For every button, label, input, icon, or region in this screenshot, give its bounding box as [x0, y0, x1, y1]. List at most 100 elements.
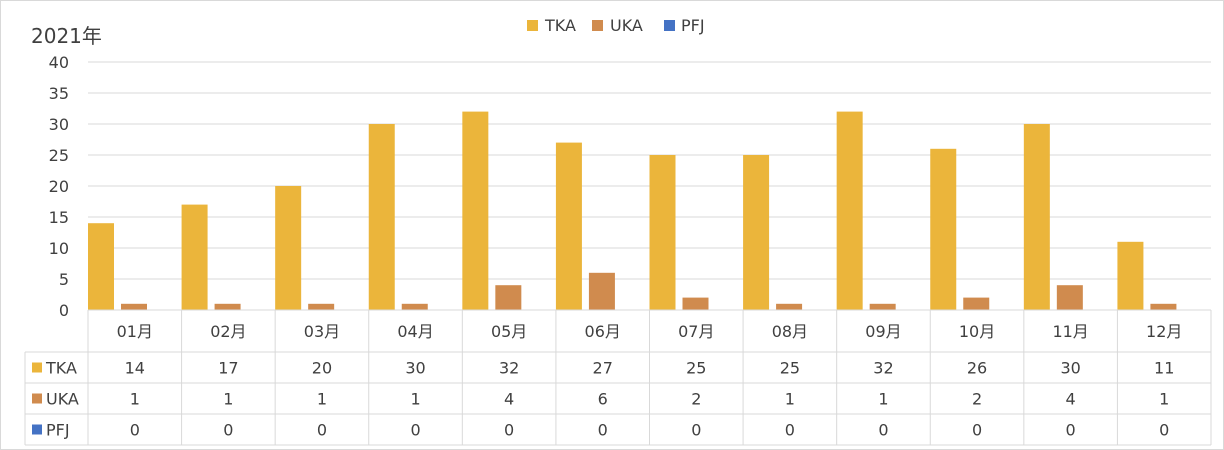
bar-tka-05月 — [462, 111, 489, 310]
table-cell-tka: 17 — [218, 359, 238, 378]
bar-tka-12月 — [1117, 241, 1144, 310]
data-table: 01月 02月 03月 04月 05月 06月 07月 08月 09月 10月 11月 12月 TKA 1… — [24, 309, 1212, 446]
table-cell-tka: 27 — [593, 359, 613, 378]
table-cell-uka: 2 — [691, 390, 701, 409]
table-cell-pfj: 0 — [1066, 421, 1076, 440]
table-cell-uka: 4 — [504, 390, 514, 409]
legend: TKA UKA PFJ — [527, 16, 705, 35]
table-cell-pfj: 0 — [1159, 421, 1169, 440]
x-tick-label: 01月 — [117, 322, 153, 341]
bar-uka-08月 — [776, 303, 803, 310]
table-series-label: UKA — [46, 390, 79, 409]
table-cell-uka: 6 — [598, 390, 608, 409]
y-tick-label: 20 — [49, 177, 69, 196]
legend-swatch-pfj — [664, 20, 675, 31]
legend-label-uka: UKA — [610, 16, 643, 35]
table-cell-tka: 32 — [499, 359, 519, 378]
table-cell-pfj: 0 — [972, 421, 982, 440]
table-cell-tka: 26 — [967, 359, 987, 378]
table-legend-key-uka — [32, 393, 42, 404]
legend-label-pfj: PFJ — [681, 16, 705, 35]
y-tick-label: 5 — [59, 270, 69, 289]
legend-label-tka: TKA — [544, 16, 576, 35]
y-tick-label: 30 — [49, 115, 69, 134]
bar-tka-01月 — [88, 223, 114, 310]
table-cell-tka: 30 — [405, 359, 425, 378]
bar-tka-04月 — [368, 124, 395, 310]
table-cell-uka: 1 — [1159, 390, 1169, 409]
table-series-label: PFJ — [46, 421, 70, 440]
x-tick-label: 02月 — [210, 322, 246, 341]
table-cell-pfj: 0 — [223, 421, 233, 440]
y-tick-label: 0 — [59, 301, 69, 320]
table-cell-pfj: 0 — [691, 421, 701, 440]
table-cell-pfj: 0 — [504, 421, 514, 440]
x-tick-label: 09月 — [865, 322, 901, 341]
table-legend-key-pfj — [32, 424, 42, 435]
bar-uka-07月 — [682, 297, 709, 310]
table-legend-key-tka — [32, 362, 42, 373]
bar-uka-04月 — [401, 303, 428, 310]
bar-uka-02月 — [214, 303, 241, 310]
bar-uka-11月 — [1056, 285, 1083, 310]
bar-uka-03月 — [308, 303, 335, 310]
legend-swatch-tka — [527, 20, 538, 31]
table-cell-uka: 1 — [410, 390, 420, 409]
x-tick-label: 04月 — [397, 322, 433, 341]
y-tick-label: 25 — [49, 146, 69, 165]
x-tick-label: 05月 — [491, 322, 527, 341]
chart-title: 2021年 — [31, 24, 102, 48]
x-tick-label: 12月 — [1146, 322, 1182, 341]
table-cell-uka: 1 — [130, 390, 140, 409]
bar-tka-07月 — [649, 155, 676, 310]
table-series-label: TKA — [45, 359, 77, 378]
bar-uka-05月 — [495, 285, 522, 310]
bar-uka-12月 — [1150, 303, 1177, 310]
bar-tka-11月 — [1023, 124, 1050, 310]
bar-uka-06月 — [588, 272, 615, 310]
table-cell-pfj: 0 — [410, 421, 420, 440]
bar-tka-06月 — [555, 142, 582, 310]
bar-uka-10月 — [963, 297, 990, 310]
bar-uka-01月 — [121, 303, 147, 310]
x-tick-label: 11月 — [1052, 322, 1088, 341]
bar-tka-03月 — [275, 186, 302, 310]
table-cell-uka: 1 — [223, 390, 233, 409]
x-tick-label: 07月 — [678, 322, 714, 341]
table-cell-tka: 14 — [125, 359, 145, 378]
y-tick-label: 10 — [49, 239, 69, 258]
table-cell-tka: 25 — [686, 359, 706, 378]
table-cell-tka: 25 — [780, 359, 800, 378]
table-cell-tka: 30 — [1060, 359, 1080, 378]
table-cell-uka: 1 — [878, 390, 888, 409]
table-cell-uka: 1 — [317, 390, 327, 409]
table-cell-pfj: 0 — [878, 421, 888, 440]
table-cell-pfj: 0 — [785, 421, 795, 440]
bars — [88, 111, 1177, 310]
table-cell-uka: 1 — [785, 390, 795, 409]
bar-tka-10月 — [930, 148, 957, 310]
y-tick-label: 15 — [49, 208, 69, 227]
table-cell-tka: 32 — [873, 359, 893, 378]
y-tick-label: 40 — [49, 53, 69, 72]
x-tick-label: 10月 — [959, 322, 995, 341]
table-cell-pfj: 0 — [598, 421, 608, 440]
bar-uka-09月 — [869, 303, 896, 310]
legend-swatch-uka — [592, 20, 603, 31]
y-axis: 0 5 10 15 20 25 30 35 40 — [49, 53, 69, 320]
x-tick-label: 06月 — [585, 322, 621, 341]
table-cell-uka: 2 — [972, 390, 982, 409]
table-cell-uka: 4 — [1066, 390, 1076, 409]
table-cell-tka: 11 — [1154, 359, 1174, 378]
x-tick-label: 03月 — [304, 322, 340, 341]
bar-tka-09月 — [836, 111, 863, 310]
y-tick-label: 35 — [49, 84, 69, 103]
table-cell-pfj: 0 — [317, 421, 327, 440]
table-cell-pfj: 0 — [130, 421, 140, 440]
table-cell-tka: 20 — [312, 359, 332, 378]
x-tick-label: 08月 — [772, 322, 808, 341]
bar-tka-02月 — [181, 204, 208, 310]
bar-tka-08月 — [743, 155, 770, 310]
